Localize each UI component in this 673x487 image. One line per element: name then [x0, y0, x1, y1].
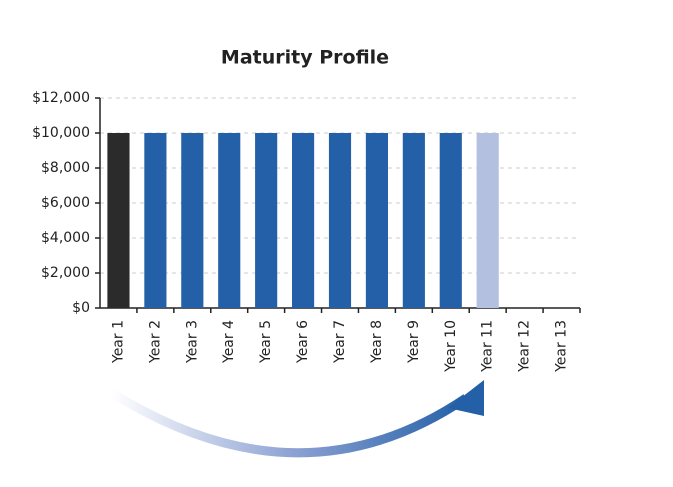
- bar: [439, 133, 462, 308]
- y-tick-label: $6,000: [41, 195, 90, 211]
- x-tick-label: Year 11: [480, 320, 496, 373]
- x-tick-label: Year 4: [221, 320, 237, 364]
- x-tick-label: Year 9: [406, 320, 422, 364]
- x-tick-label: Year 8: [369, 320, 385, 364]
- bar: [402, 133, 425, 308]
- x-tick-label: Year 1: [110, 320, 126, 364]
- x-tick-label: Year 13: [554, 320, 570, 373]
- y-tick-label: $4,000: [41, 230, 90, 246]
- x-tick-label: Year 2: [147, 320, 163, 364]
- y-tick-label: $2,000: [41, 265, 90, 281]
- y-tick-label: $8,000: [41, 160, 90, 176]
- bar: [292, 133, 315, 308]
- x-tick-label: Year 12: [517, 320, 533, 373]
- x-tick-label: Year 6: [295, 320, 311, 364]
- y-tick-label: $12,000: [32, 90, 90, 106]
- chart-title: Maturity Profile: [221, 47, 389, 69]
- bar: [181, 133, 204, 308]
- x-tick-label: Year 10: [443, 320, 459, 373]
- bar: [144, 133, 167, 308]
- x-tick-label: Year 7: [332, 320, 348, 364]
- bar: [476, 133, 499, 308]
- bar: [365, 133, 388, 308]
- bar: [255, 133, 278, 308]
- bar: [328, 133, 352, 308]
- arrow-head: [448, 380, 484, 416]
- y-tick-label: $0: [72, 300, 90, 316]
- bar: [218, 133, 241, 308]
- x-tick-label: Year 3: [184, 320, 200, 364]
- x-tick-label: Year 5: [258, 320, 274, 364]
- arrow: [109, 389, 469, 458]
- bar: [107, 133, 130, 308]
- y-tick-label: $10,000: [32, 125, 90, 141]
